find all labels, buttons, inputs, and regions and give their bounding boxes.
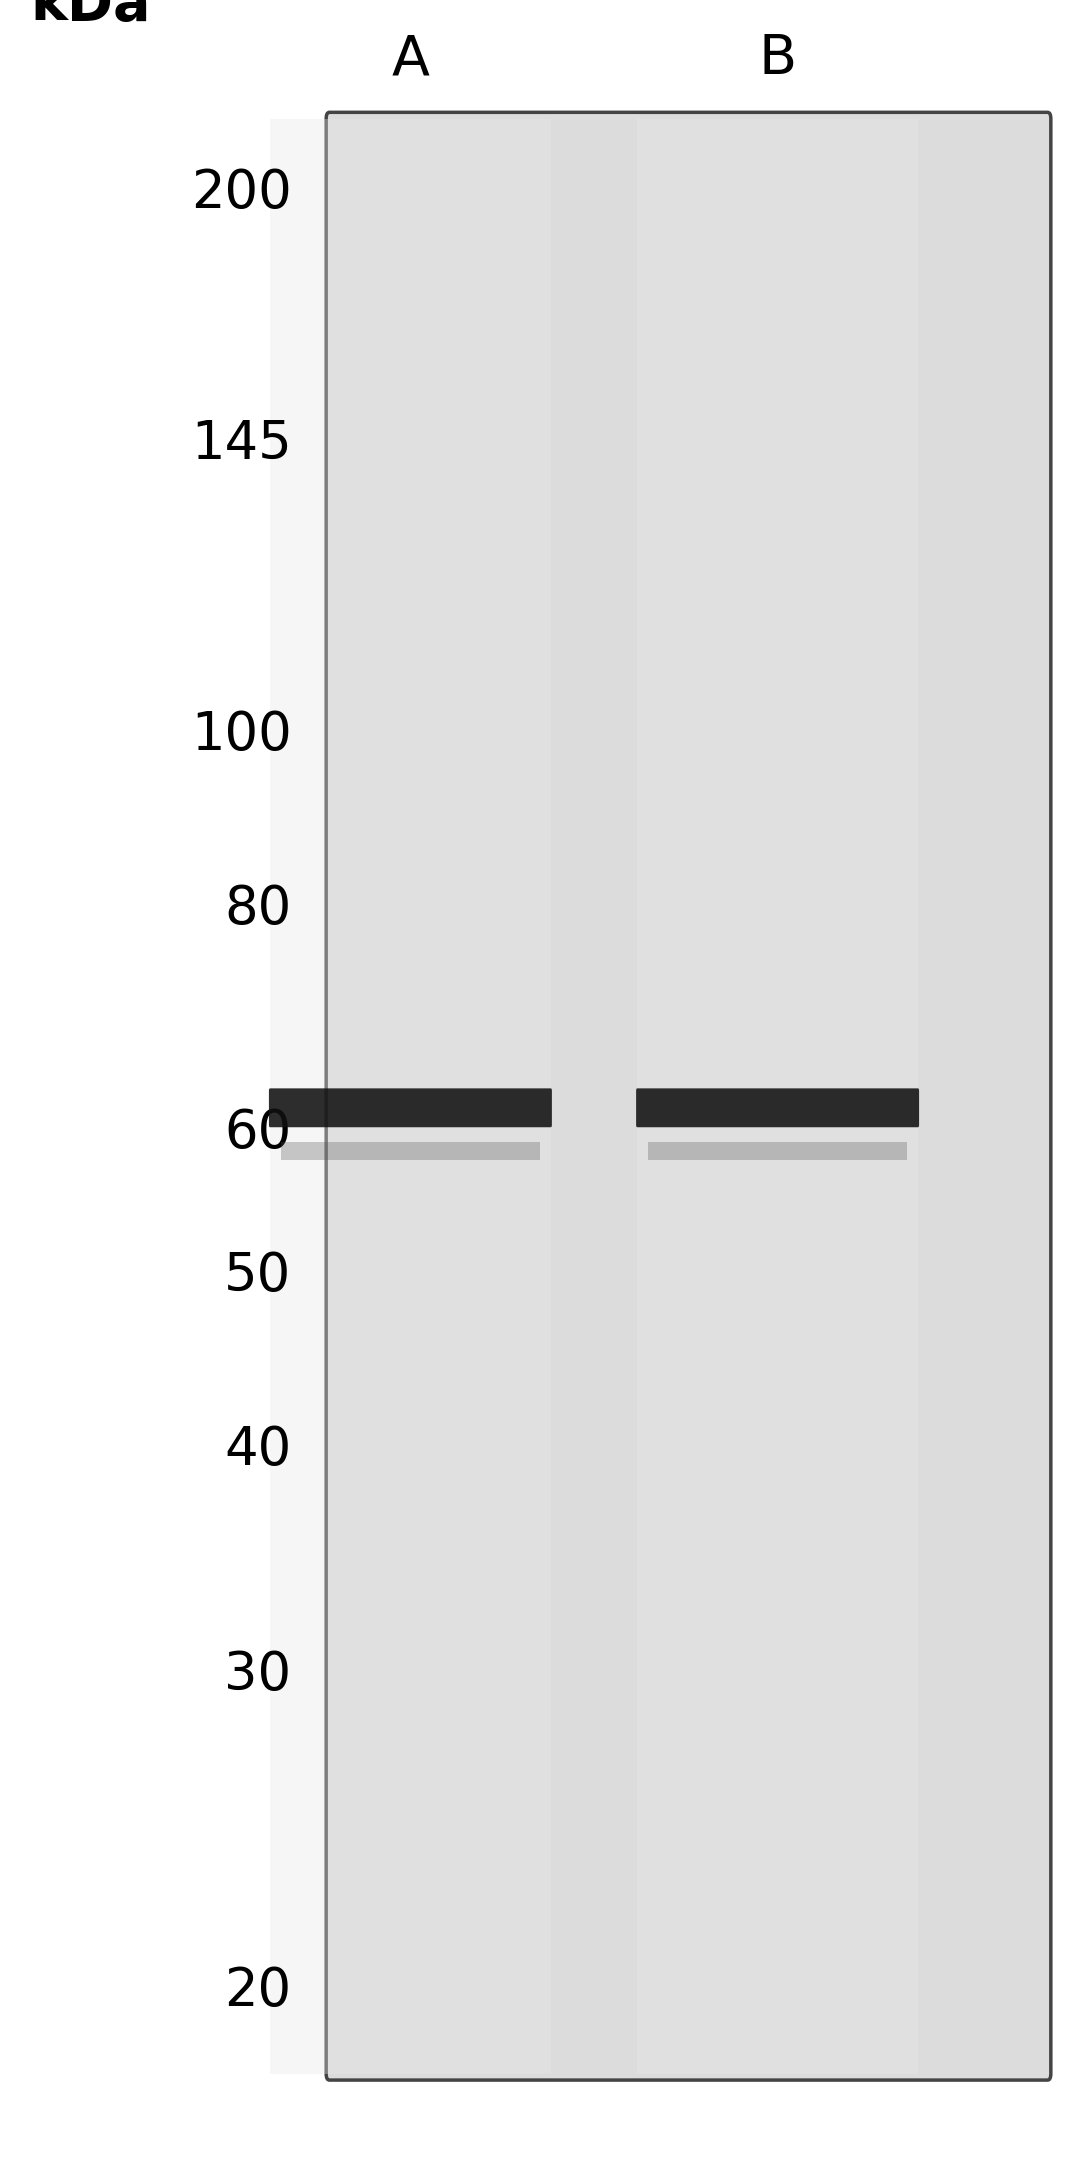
FancyBboxPatch shape [636, 1089, 919, 1128]
Text: 100: 100 [191, 708, 292, 760]
FancyBboxPatch shape [269, 1089, 552, 1128]
FancyBboxPatch shape [648, 1143, 907, 1160]
FancyBboxPatch shape [326, 112, 1051, 2080]
FancyBboxPatch shape [637, 119, 918, 2074]
Text: 50: 50 [225, 1251, 292, 1302]
Text: 80: 80 [225, 883, 292, 935]
Text: 200: 200 [191, 166, 292, 218]
Text: 145: 145 [191, 419, 292, 471]
Text: 40: 40 [225, 1423, 292, 1475]
Text: 20: 20 [225, 1966, 292, 2017]
Text: B: B [758, 32, 797, 86]
Text: kDa: kDa [30, 0, 151, 32]
Text: 60: 60 [225, 1108, 292, 1160]
Text: A: A [391, 32, 430, 86]
FancyBboxPatch shape [281, 1143, 540, 1160]
FancyBboxPatch shape [270, 119, 551, 2074]
Text: 30: 30 [225, 1648, 292, 1700]
